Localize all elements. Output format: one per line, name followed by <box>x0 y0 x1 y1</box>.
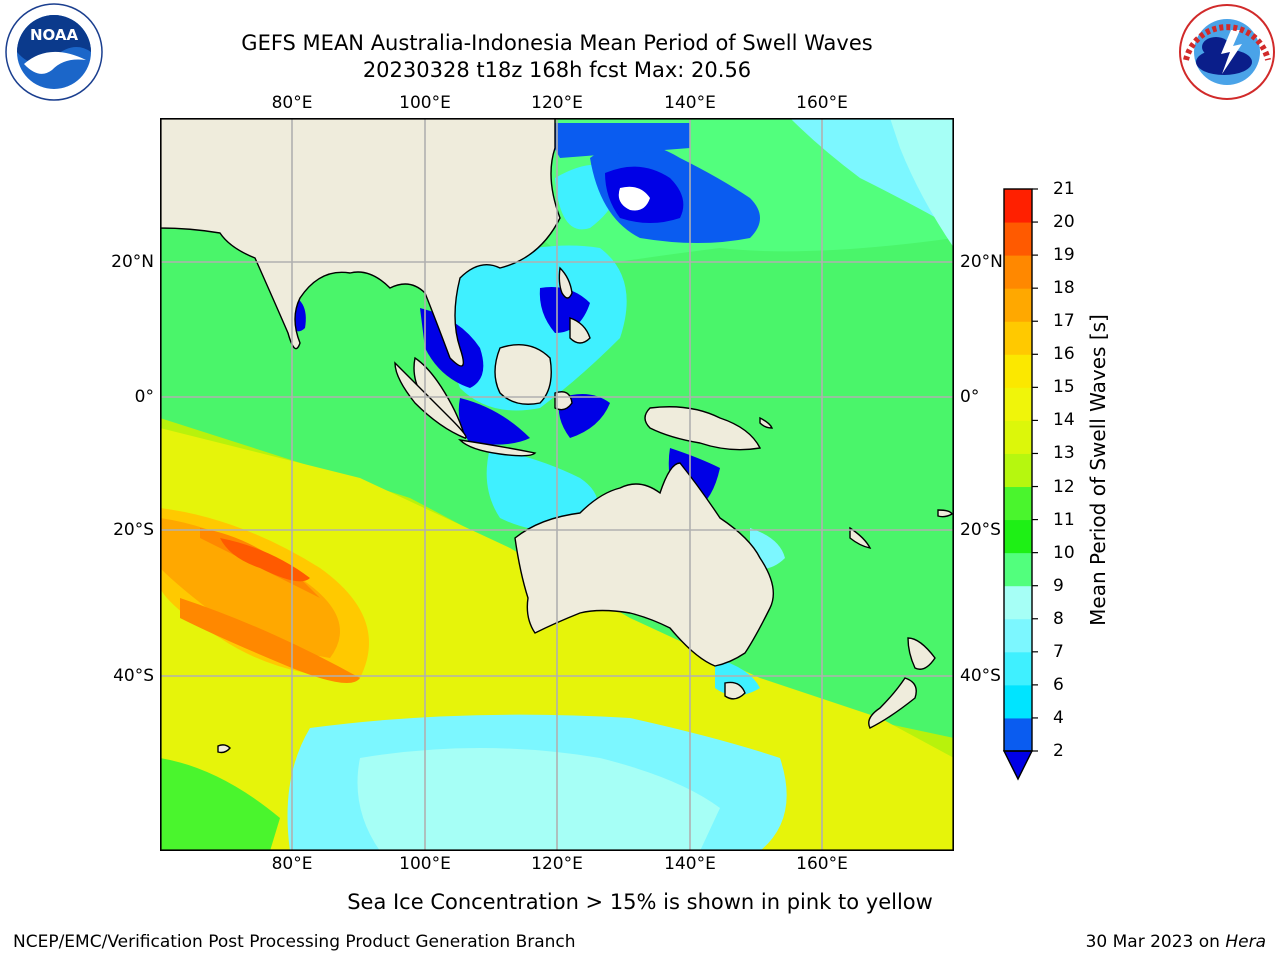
colorbar-extend-arrow <box>1002 750 1034 781</box>
graticule <box>160 118 954 851</box>
noaa-logo-icon: NOAA <box>5 3 103 101</box>
map-subtitle: 20230328 t18z 168h fcst Max: 20.56 <box>362 58 752 82</box>
noaa-logo-text: NOAA <box>30 26 79 44</box>
lon-tick-top-80e: 80°E <box>271 93 313 113</box>
colorbar-swatch <box>1004 387 1032 421</box>
nws-logo-icon <box>1179 4 1275 100</box>
lon-tick-bottom-140e: 140°E <box>664 854 716 874</box>
lat-tick-right-40s: 40°S <box>960 666 1001 686</box>
colorbar-swatch <box>1004 222 1032 256</box>
colorbar-tick-label: 15 <box>1053 377 1075 398</box>
colorbar-swatch <box>1004 552 1032 587</box>
colorbar-swatch <box>1004 651 1032 686</box>
colorbar <box>1002 188 1038 781</box>
lon-tick-top-160e: 160°E <box>796 93 848 113</box>
colorbar-swatch <box>1004 684 1032 719</box>
colorbar-tick-label: 17 <box>1053 311 1075 332</box>
colorbar-tick-label: 20 <box>1053 212 1075 233</box>
lon-tick-bottom-80e: 80°E <box>271 854 313 874</box>
date-text: 30 Mar 2023 on Hera <box>1086 932 1266 952</box>
colorbar-title: Mean Period of Swell Waves [s] <box>1086 314 1110 626</box>
colorbar-swatch <box>1004 189 1032 223</box>
colorbar-tick-label: 4 <box>1053 707 1064 728</box>
lon-tick-bottom-160e: 160°E <box>796 854 848 874</box>
lat-tick-left-40s: 40°S <box>113 666 154 686</box>
lat-tick-right-20n: 20°N <box>960 252 1003 272</box>
colorbar-tick-label: 6 <box>1053 674 1064 695</box>
colorbar-swatch <box>1004 486 1032 521</box>
colorbar-tick-label: 2 <box>1053 741 1064 761</box>
lat-tick-right-0: 0° <box>960 387 980 407</box>
lat-tick-left-20n: 20°N <box>111 252 154 272</box>
colorbar-swatch <box>1004 255 1032 289</box>
date-value: 30 Mar 2023 on <box>1085 932 1226 952</box>
colorbar-swatch <box>1004 420 1032 454</box>
colorbar-swatch <box>1004 453 1032 488</box>
lon-tick-bottom-120e: 120°E <box>531 854 583 874</box>
colorbar-tick-label: 21 <box>1053 179 1075 199</box>
colorbar-tick-label: 11 <box>1053 509 1075 530</box>
lat-tick-left-0: 0° <box>134 387 154 407</box>
colorbar-tick-label: 13 <box>1053 443 1075 464</box>
colorbar-swatch <box>1004 585 1032 620</box>
colorbar-tick-label: 14 <box>1053 410 1075 431</box>
colorbar-tick-label: 12 <box>1053 476 1075 497</box>
swell-period-map <box>160 118 954 851</box>
colorbar-swatch <box>1004 321 1032 355</box>
sea-ice-note: Sea Ice Concentration > 15% is shown in … <box>347 890 933 914</box>
colorbar-swatch <box>1004 618 1032 653</box>
colorbar-tick-label: 8 <box>1053 608 1064 629</box>
lon-tick-top-140e: 140°E <box>664 93 716 113</box>
colorbar-swatch <box>1004 354 1032 388</box>
lon-tick-bottom-100e: 100°E <box>399 854 451 874</box>
colorbar-tick-label: 16 <box>1053 344 1075 365</box>
lat-tick-left-20s: 20°S <box>113 520 154 540</box>
lat-tick-right-20s: 20°S <box>960 520 1001 540</box>
colorbar-swatch <box>1004 288 1032 322</box>
colorbar-swatch <box>1004 717 1032 752</box>
lon-tick-top-120e: 120°E <box>531 93 583 113</box>
colorbar-tick-label: 7 <box>1053 641 1064 662</box>
lon-tick-top-100e: 100°E <box>399 93 451 113</box>
colorbar-tick-label: 10 <box>1053 542 1075 563</box>
colorbar-swatch <box>1004 519 1032 554</box>
colorbar-tick-label: 19 <box>1053 245 1075 266</box>
credit-text: NCEP/EMC/Verification Post Processing Pr… <box>13 932 576 952</box>
colorbar-tick-label: 18 <box>1053 278 1075 299</box>
map-title: GEFS MEAN Australia-Indonesia Mean Perio… <box>241 31 873 55</box>
land-masses <box>160 118 953 754</box>
colorbar-tick-label: 9 <box>1053 575 1064 596</box>
host-name: Hera <box>1225 932 1266 952</box>
